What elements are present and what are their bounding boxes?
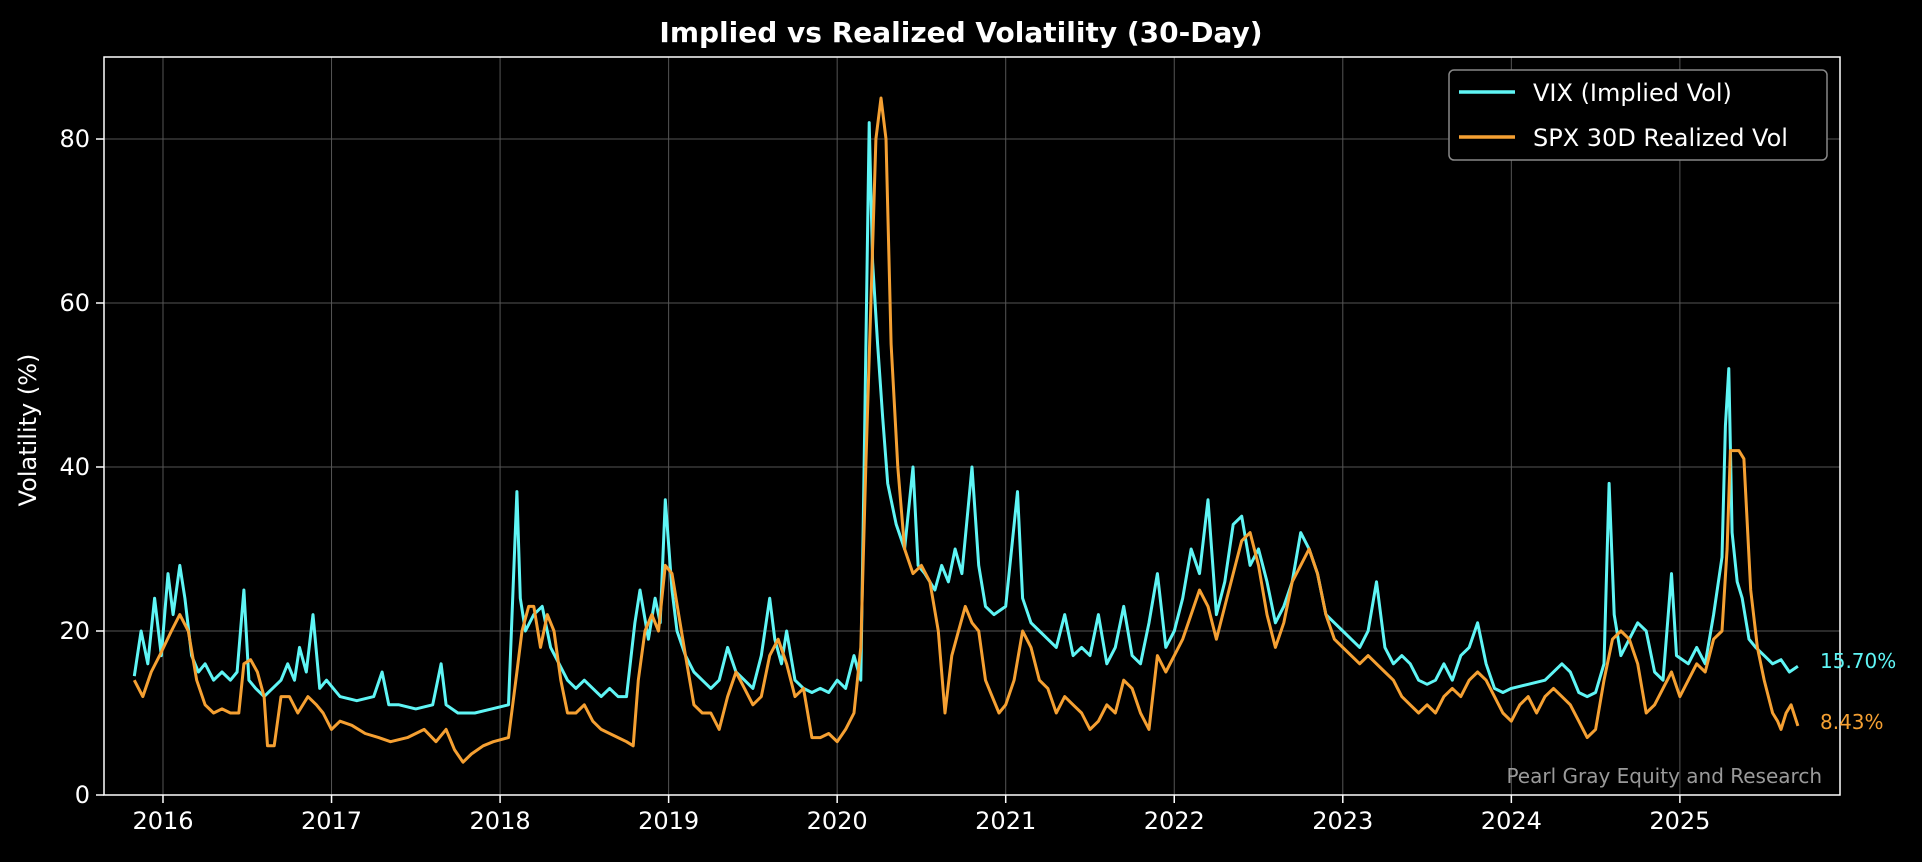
y-tick-label: 40 xyxy=(59,453,90,481)
y-tick-label: 80 xyxy=(59,125,90,153)
x-tick-label: 2017 xyxy=(301,807,362,835)
y-tick-label: 60 xyxy=(59,289,90,317)
plot-frame xyxy=(103,56,1841,796)
x-tick-label: 2022 xyxy=(1144,807,1205,835)
legend: VIX (Implied Vol) SPX 30D Realized Vol xyxy=(1448,69,1828,161)
y-tick-label: 20 xyxy=(59,617,90,645)
x-tick-label: 2021 xyxy=(975,807,1036,835)
end-label-vix: 15.70% xyxy=(1820,649,1896,673)
chart-title: Implied vs Realized Volatility (30-Day) xyxy=(659,16,1262,49)
x-tick-label: 2023 xyxy=(1312,807,1373,835)
axis-ticks: 2016 2017 2018 2019 2020 2021 2022 2023 2024 2025… xyxy=(59,125,1710,835)
x-tick-label: 2020 xyxy=(807,807,868,835)
y-axis-label: Volatility (%) xyxy=(14,354,42,507)
legend-label-spx: SPX 30D Realized Vol xyxy=(1533,124,1788,152)
x-tick-label: 2019 xyxy=(638,807,699,835)
x-tick-label: 2025 xyxy=(1649,807,1710,835)
x-tick-label: 2024 xyxy=(1481,807,1542,835)
series-layer xyxy=(132,96,1800,764)
legend-box xyxy=(1448,69,1828,161)
end-label-spx: 8.43% xyxy=(1820,710,1884,734)
legend-label-vix: VIX (Implied Vol) xyxy=(1533,79,1732,107)
vix-series-line xyxy=(132,121,1799,715)
x-tick-label: 2018 xyxy=(470,807,531,835)
y-tick-label: 0 xyxy=(75,781,90,809)
spx-series-line xyxy=(132,96,1800,764)
watermark: Pearl Gray Equity and Research xyxy=(1506,764,1822,788)
x-tick-label: 2016 xyxy=(132,807,193,835)
